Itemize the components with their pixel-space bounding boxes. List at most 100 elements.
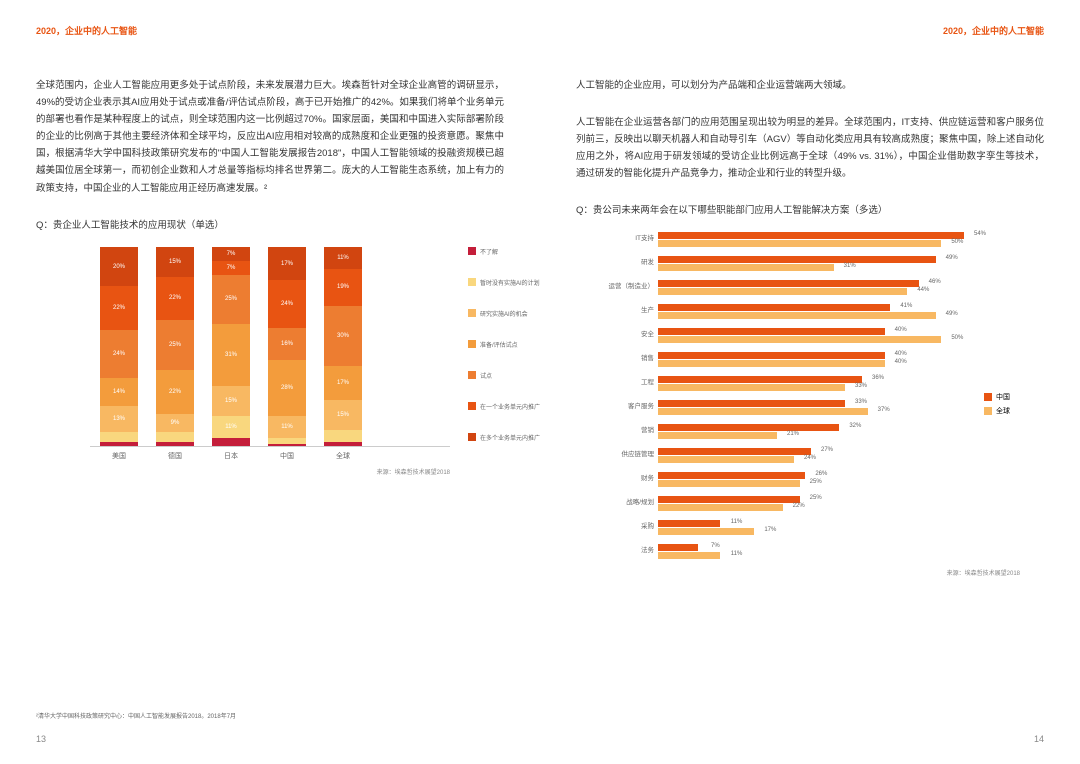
hbar-bar: 50% — [658, 336, 941, 343]
hbar-bars-group: 36%33% — [658, 376, 998, 392]
legend-swatch — [468, 371, 476, 379]
hbar-bar: 11% — [658, 552, 720, 559]
legend-label: 在多个业务单元内推广 — [480, 433, 540, 442]
hbar-bars-group: 32% 21% — [658, 424, 998, 440]
left-footnote: ²清华大学中国科技政策研究中心：中国人工智能发展报告2018。2018年7月 — [36, 711, 236, 720]
hbar-bar: 41% — [658, 304, 890, 311]
hbar-bar: 24% — [658, 456, 794, 463]
stacked-segment: 13% — [100, 406, 138, 432]
hbar-value: 24% — [804, 455, 816, 461]
legend-item: 研究实施AI的机会 — [468, 309, 540, 318]
hbar-value: 33% — [855, 399, 867, 405]
hbar-bar: 11% — [658, 520, 720, 527]
hbar-row: IT支持54%50% — [600, 232, 1020, 250]
stacked-segment: 9% — [156, 414, 194, 432]
hbar-value: 44% — [917, 287, 929, 293]
stacked-segment — [324, 442, 362, 446]
hbar-value: 32% — [849, 423, 861, 429]
stacked-segment: 20% — [100, 247, 138, 287]
hbar-category-label: 安全 — [600, 328, 658, 338]
page-left: 2020，企业中的人工智能 全球范围内，企业人工智能应用更多处于试点阶段，未来发… — [0, 0, 540, 764]
hbar-value: 49% — [946, 311, 958, 317]
hbar-row: 研发49%31% — [600, 256, 1020, 274]
hbar-bar: 50% — [658, 240, 941, 247]
stacked-column: 11%28%16%24%17% — [268, 247, 306, 446]
hbar-value: 17% — [764, 527, 776, 533]
hbar-bar: 26% — [658, 472, 805, 479]
hbar-bars-group: 7%11% — [658, 544, 998, 560]
stacked-category-label: 日本 — [212, 451, 250, 461]
legend-item: 不了解 — [468, 247, 540, 256]
hbar-bars-group: 40%40% — [658, 352, 998, 368]
legend-swatch — [468, 309, 476, 317]
legend-item: 全球 — [984, 406, 1010, 416]
right-pagenum: 14 — [1034, 734, 1044, 744]
hbar-bar: 25% — [658, 480, 800, 487]
hbar-value: 41% — [900, 303, 912, 309]
hbar-value: 7% — [711, 543, 720, 549]
hbar-value: 46% — [929, 279, 941, 285]
hbar-row: 生产41%49% — [600, 304, 1020, 322]
stacked-column: 15%17%30%19%11% — [324, 247, 362, 446]
hbar-bar: 40% — [658, 328, 885, 335]
hbar-row: 战略/规划25%22% — [600, 496, 1020, 514]
hbar-bar: 33% — [658, 384, 845, 391]
hbar-bar: 40% — [658, 352, 885, 359]
hbar-bar: 49% — [658, 256, 936, 263]
left-chart-source: 来源：埃森哲技术展望2018 — [90, 467, 450, 476]
hbar-category-label: 工程 — [600, 376, 658, 386]
hbar-bars-group: 40%50% — [658, 328, 998, 344]
hbar-bar: 40% — [658, 360, 885, 367]
legend-item: 暂时没有实施AI的计划 — [468, 278, 540, 287]
hbar-bar: 21% — [658, 432, 777, 439]
stacked-segment — [100, 432, 138, 442]
hbar-bar: 17% — [658, 528, 754, 535]
header-left: 2020，企业中的人工智能 — [36, 24, 504, 37]
hbar-bar: 25% — [658, 496, 800, 503]
hbar-bar: 33% — [658, 400, 845, 407]
stacked-column: 9%22%25%22%15% — [156, 247, 194, 446]
hbar-value: 22% — [793, 503, 805, 509]
hbar-category-label: IT支持 — [600, 232, 658, 242]
stacked-segment: 30% — [324, 306, 362, 366]
right-chart-source: 来源：埃森哲技术展望2018 — [600, 568, 1020, 577]
hbar-category-label: 采购 — [600, 520, 658, 530]
stacked-segment: 25% — [156, 320, 194, 370]
stacked-segment: 17% — [324, 366, 362, 400]
hbar-category-label: 战略/规划 — [600, 496, 658, 506]
hbar-value: 21% — [787, 431, 799, 437]
hbar-bar: 31% — [658, 264, 834, 271]
hbar-bars-group: 26%25% — [658, 472, 998, 488]
stacked-segment: 11% — [212, 416, 250, 438]
stacked-category-label: 中国 — [268, 451, 306, 461]
stacked-segment: 25% — [212, 275, 250, 325]
legend-label: 试点 — [480, 371, 492, 380]
hbar-bar: 37% — [658, 408, 868, 415]
stacked-category-label: 全球 — [324, 451, 362, 461]
page-right: 2020，企业中的人工智能 人工智能的企业应用，可以划分为产品端和企业运营端两大… — [540, 0, 1080, 764]
hbar-bar: 22% — [658, 504, 783, 511]
legend-label: 中国 — [996, 392, 1010, 402]
stacked-segment: 19% — [324, 269, 362, 307]
hbar-row: 采购11%17% — [600, 520, 1020, 538]
legend-label: 研究实施AI的机会 — [480, 309, 528, 318]
hbar-row: 营销32%21% — [600, 424, 1020, 442]
stacked-segment — [212, 438, 250, 446]
hbar-bars-group: 11%17% — [658, 520, 998, 536]
hbar-bar: 7% — [658, 544, 698, 551]
stacked-segment: 11% — [324, 247, 362, 269]
header-right: 2020，企业中的人工智能 — [576, 24, 1044, 37]
stacked-segment — [100, 442, 138, 446]
hbar-value: 25% — [810, 495, 822, 501]
legend-swatch — [468, 340, 476, 348]
hbar-value: 11% — [731, 551, 743, 557]
hbar-bar: 49% — [658, 312, 936, 319]
stacked-segment: 24% — [100, 330, 138, 378]
stacked-segment — [156, 432, 194, 442]
hbar-category-label: 客户服务 — [600, 400, 658, 410]
hbar-value: 33% — [855, 383, 867, 389]
hbar-bars-group: 33%37% — [658, 400, 998, 416]
hbar-value: 49% — [946, 255, 958, 261]
stacked-segment: 11% — [268, 416, 306, 438]
hbar-bars-group: 54%50% — [658, 232, 998, 248]
